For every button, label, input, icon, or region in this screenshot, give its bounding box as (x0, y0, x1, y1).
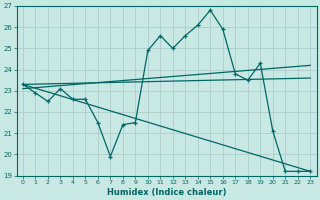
X-axis label: Humidex (Indice chaleur): Humidex (Indice chaleur) (107, 188, 226, 197)
